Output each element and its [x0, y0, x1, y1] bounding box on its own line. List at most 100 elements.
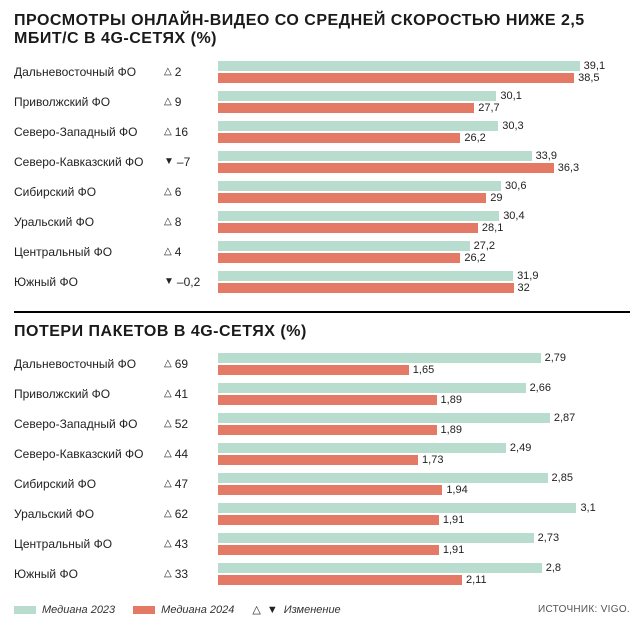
row-label: Центральный ФО: [14, 537, 164, 551]
bars: 2,491,73: [218, 439, 630, 469]
triangle-down-icon: ▼: [164, 277, 174, 287]
bar-2024-value: 1,89: [441, 394, 462, 406]
bar-2024-value: 2,11: [466, 574, 487, 586]
source-label: ИСТОЧНИК: VIGO.: [538, 604, 630, 615]
row-delta: △41: [164, 387, 218, 401]
triangle-up-icon: △: [164, 509, 172, 519]
table-row: Дальневосточный ФО△2 39,1 38,5: [14, 57, 630, 87]
bar-2024-value: 1,94: [446, 484, 467, 496]
chart1-rows: Дальневосточный ФО△239,138,5Приволжский …: [14, 57, 630, 297]
bar-2023-value: 2,73: [538, 532, 559, 544]
bar-2024: 1,94: [218, 485, 442, 495]
legend-2023: Медиана 2023: [14, 604, 115, 616]
bar-2023: 2,66: [218, 383, 526, 393]
table-row: Сибирский ФО△630,629: [14, 177, 630, 207]
row-delta: △2: [164, 65, 218, 79]
bar-2023-value: 31,9: [517, 270, 538, 282]
bar-2023: 2,49: [218, 443, 506, 453]
legend-2023-label: Медиана 2023: [42, 604, 115, 616]
delta-value: 16: [175, 125, 188, 139]
row-label: Северо-Западный ФО: [14, 125, 164, 139]
triangle-up-icon: △: [164, 247, 172, 257]
row-delta: △44: [164, 447, 218, 461]
row-delta: △47: [164, 477, 218, 491]
row-delta: △4: [164, 245, 218, 259]
row-label: Сибирский ФО: [14, 477, 164, 491]
table-row: Южный ФО△332,82,11: [14, 559, 630, 589]
row-label: Северо-Кавказский ФО: [14, 155, 164, 169]
bar-2024: 1,91: [218, 545, 439, 555]
legend: Медиана 2023 Медиана 2024 △ ▼ Изменение …: [14, 603, 630, 616]
bar-2024: 1,89: [218, 425, 437, 435]
bar-2023-value: 30,6: [505, 180, 526, 192]
bar-2023-value: 2,8: [546, 562, 561, 574]
bar-2023: 2,79: [218, 353, 541, 363]
bar-2024-value: 29: [490, 192, 502, 204]
chart2-title: ПОТЕРИ ПАКЕТОВ В 4G-СЕТЯХ (%): [14, 323, 630, 341]
delta-value: 8: [175, 215, 182, 229]
bar-2023: 2,73: [218, 533, 534, 543]
triangle-up-icon: △: [164, 569, 172, 579]
delta-value: –7: [177, 155, 190, 169]
delta-value: 47: [175, 477, 188, 491]
bar-2024-value: 36,3: [558, 162, 579, 174]
table-row: Центральный ФО△432,731,91: [14, 529, 630, 559]
bar-2024-value: 1,73: [422, 454, 443, 466]
bar-2024-value: 27,7: [478, 102, 499, 114]
bar-2023-value: 2,49: [510, 442, 531, 454]
bar-2024-value: 26,2: [464, 252, 485, 264]
bar-2024-value: 1,65: [413, 364, 434, 376]
triangle-down-icon: ▼: [267, 604, 278, 616]
bar-2024: 2,11: [218, 575, 462, 585]
bars: 2,73 1,91: [218, 529, 630, 559]
row-delta: △16: [164, 125, 218, 139]
swatch-2024: [133, 606, 155, 614]
bar-2023-value: 39,1: [584, 60, 605, 72]
table-row: Приволжский ФО△412,661,89: [14, 379, 630, 409]
bar-2023: 30,3: [218, 121, 498, 131]
bar-2023: 3,1: [218, 503, 576, 513]
row-delta: △69: [164, 357, 218, 371]
bar-2024: 27,7: [218, 103, 474, 113]
table-row: Северо-Западный ФО△522,871,89: [14, 409, 630, 439]
bars: 31,932: [218, 267, 630, 297]
bar-2024-value: 32: [518, 282, 530, 294]
chart2-rows: Дальневосточный ФО△692,791,65Приволжский…: [14, 349, 630, 589]
bar-2023-value: 27,2: [474, 240, 495, 252]
bar-2023: 2,8: [218, 563, 542, 573]
bars: 2,791,65: [218, 349, 630, 379]
bar-2023: 33,9: [218, 151, 532, 161]
row-label: Центральный ФО: [14, 245, 164, 259]
triangle-up-icon: △: [164, 479, 172, 489]
row-label: Дальневосточный ФО: [14, 65, 164, 79]
bars: 2,82,11: [218, 559, 630, 589]
bar-2024: 1,73: [218, 455, 418, 465]
bar-2023: 27,2: [218, 241, 470, 251]
bar-2023: 2,85: [218, 473, 548, 483]
chart-video-views: ПРОСМОТРЫ ОНЛАЙН-ВИДЕО СО СРЕДНЕЙ СКОРОС…: [14, 12, 630, 297]
bar-2023: 30,6: [218, 181, 501, 191]
bars: 27,226,2: [218, 237, 630, 267]
bars: 39,1 38,5: [218, 57, 630, 87]
bar-2023-value: 30,1: [500, 90, 521, 102]
bar-2024-value: 28,1: [482, 222, 503, 234]
triangle-up-icon: △: [164, 359, 172, 369]
delta-value: 4: [175, 245, 182, 259]
row-delta: ▼–0,2: [164, 275, 218, 289]
bar-2024: 26,2: [218, 253, 460, 263]
legend-2024-label: Медиана 2024: [161, 604, 234, 616]
bar-2023-value: 2,79: [545, 352, 566, 364]
bar-2023-value: 2,87: [554, 412, 575, 424]
bars: 2,661,89: [218, 379, 630, 409]
table-row: Центральный ФО△427,226,2: [14, 237, 630, 267]
bar-2023: 31,9: [218, 271, 513, 281]
bar-2023: 2,87: [218, 413, 550, 423]
bar-2024: 38,5: [218, 73, 574, 83]
bar-2023-value: 2,85: [552, 472, 573, 484]
table-row: Северо-Кавказский ФО△442,491,73: [14, 439, 630, 469]
row-label: Приволжский ФО: [14, 387, 164, 401]
bar-2024: 26,2: [218, 133, 460, 143]
row-label: Дальневосточный ФО: [14, 357, 164, 371]
bar-2023-value: 33,9: [536, 150, 557, 162]
row-label: Южный ФО: [14, 567, 164, 581]
